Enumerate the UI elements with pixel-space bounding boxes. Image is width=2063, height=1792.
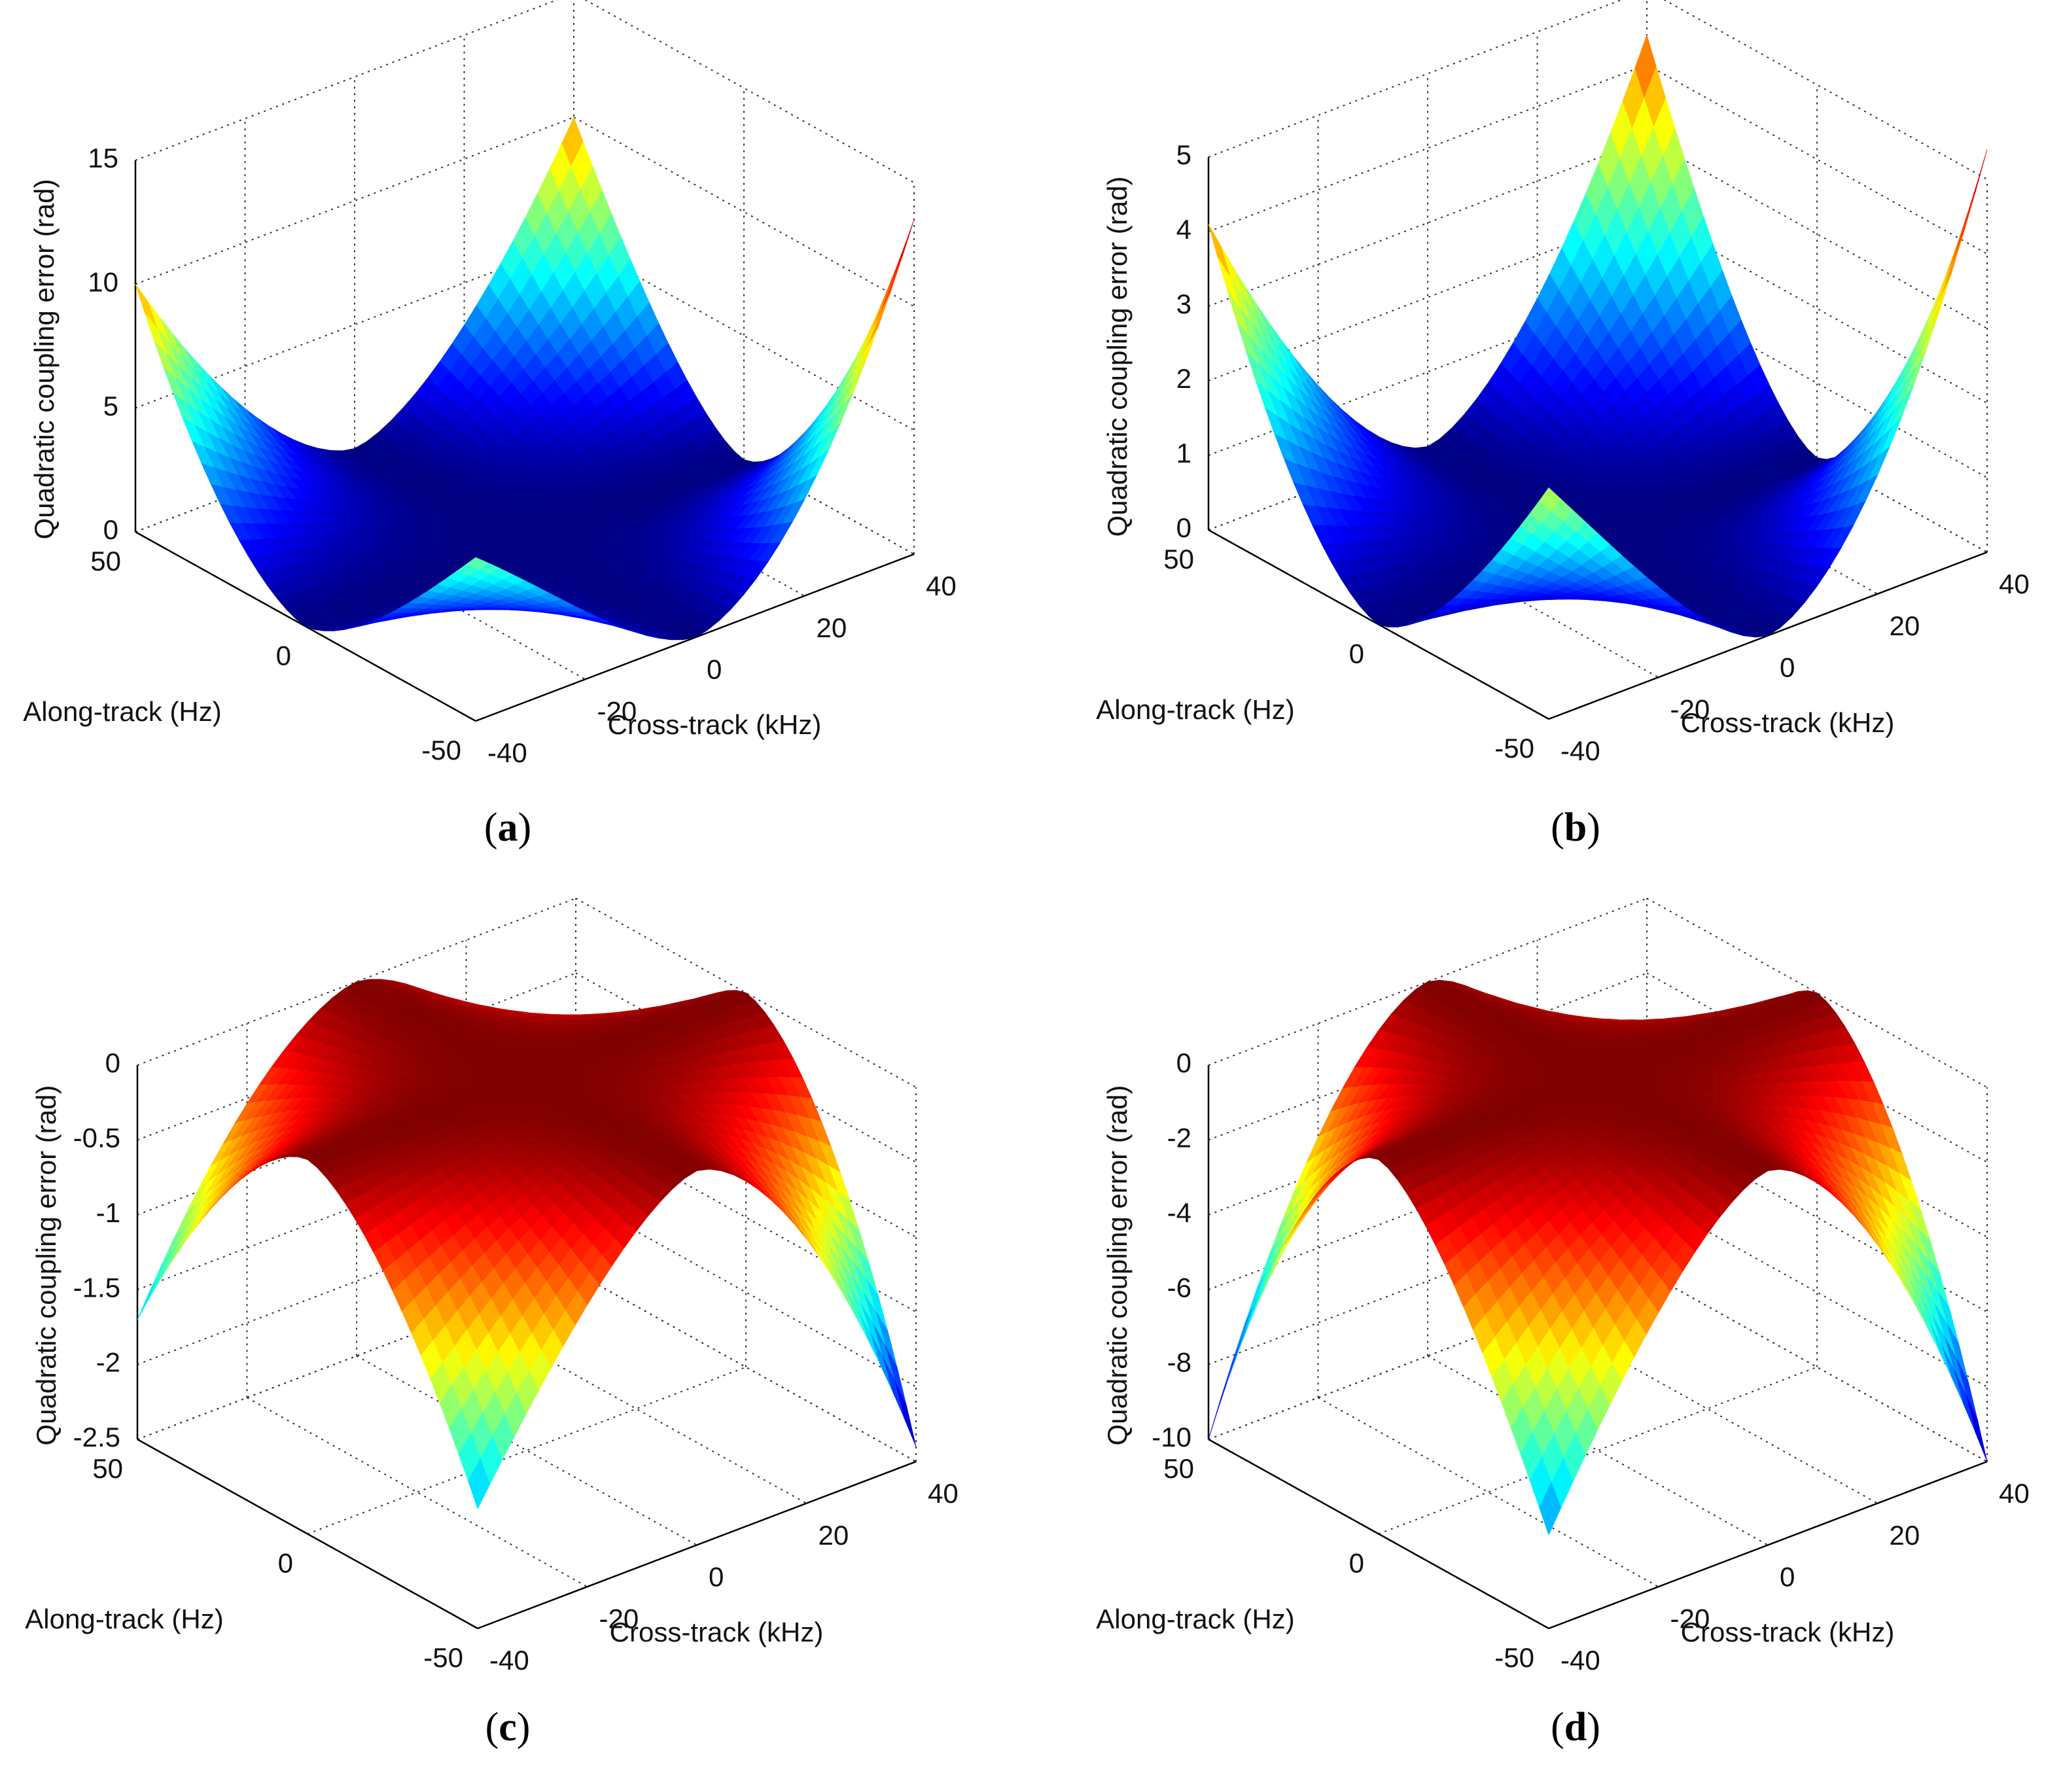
z-tick-label: 5 [1176, 139, 1191, 170]
y-tick-label: -40 [489, 1645, 529, 1676]
x-axis-title: Along-track (Hz) [23, 696, 221, 727]
z-tick-label: 0 [103, 514, 118, 545]
z-axis-title: Quadratic coupling error (rad) [31, 1085, 62, 1446]
x-tick-label: 0 [278, 1548, 293, 1579]
y-tick-label: 0 [1780, 652, 1795, 683]
x-tick-label: -50 [1494, 733, 1534, 764]
z-tick-label: -2 [96, 1347, 120, 1378]
z-tick-label: 0 [1176, 512, 1191, 543]
x-axis-title: Along-track (Hz) [25, 1604, 223, 1634]
z-tick-label: -2.5 [73, 1422, 120, 1452]
z-tick-label: 10 [88, 266, 118, 297]
z-axis-title: Quadratic coupling error (rad) [29, 179, 60, 540]
z-tick-label: 3 [1176, 289, 1191, 319]
z-tick-label: -1 [96, 1197, 120, 1228]
z-tick-label: 0 [105, 1047, 120, 1078]
z-axis-title: Quadratic coupling error (rad) [1102, 177, 1133, 537]
panel-caption: (b) [1551, 805, 1600, 850]
z-tick-label: 15 [88, 143, 118, 173]
y-tick-label: 20 [1890, 610, 1920, 641]
x-tick-label: -50 [421, 735, 461, 765]
z-tick-label: -0.5 [73, 1122, 120, 1153]
x-tick-label: 50 [92, 1453, 123, 1484]
z-tick-label: -1.5 [73, 1272, 120, 1303]
y-axis-title: Cross-track (kHz) [608, 709, 822, 740]
x-tick-label: 0 [1349, 639, 1364, 669]
z-tick-label: 5 [103, 391, 118, 421]
y-tick-label: -40 [487, 737, 527, 768]
y-tick-label: 0 [709, 1562, 724, 1592]
y-tick-label: 20 [819, 1520, 849, 1551]
y-tick-label: -40 [1560, 735, 1600, 766]
panel-caption: (a) [484, 805, 531, 850]
y-tick-label: 40 [1999, 569, 2030, 599]
y-tick-label: 40 [928, 1478, 959, 1509]
y-axis-title: Cross-track (kHz) [1681, 707, 1895, 738]
x-axis-title: Along-track (Hz) [1096, 694, 1294, 725]
y-tick-label: 20 [817, 612, 847, 643]
z-tick-label: 4 [1176, 214, 1191, 245]
panel-caption: (c) [485, 1705, 531, 1749]
x-tick-label: 0 [276, 641, 291, 671]
x-tick-label: 50 [1163, 544, 1194, 574]
z-tick-label: 1 [1176, 438, 1191, 468]
y-axis-title: Cross-track (kHz) [610, 1617, 824, 1647]
y-tick-label: 0 [707, 654, 722, 685]
x-tick-label: 50 [90, 546, 121, 576]
z-tick-label: 2 [1176, 363, 1191, 394]
surface [135, 116, 915, 641]
x-tick-label: -50 [423, 1642, 463, 1673]
y-tick-label: 40 [926, 571, 957, 601]
